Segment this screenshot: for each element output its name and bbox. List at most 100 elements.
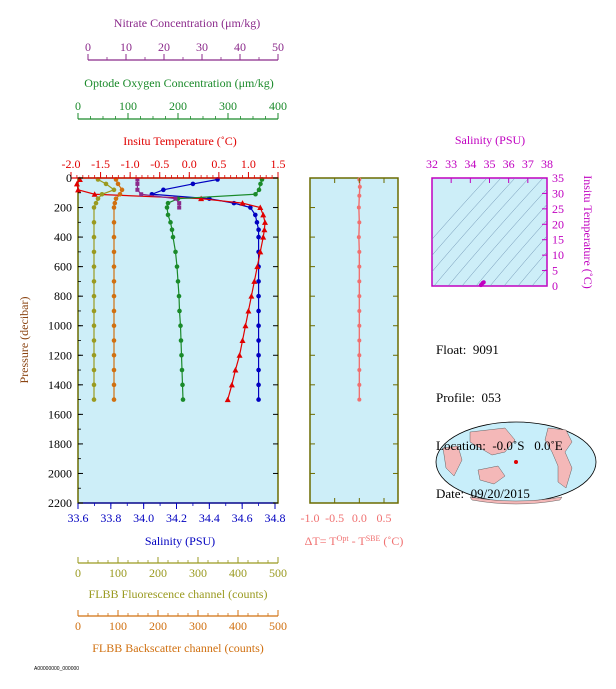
float-location-marker [514, 460, 518, 464]
pressure-tick-label: 1400 [48, 378, 72, 392]
oxygen-point [165, 200, 171, 206]
ts-temperature-tick-label: 5 [552, 264, 558, 278]
temperature-point [257, 248, 264, 255]
pressure-tick-label: 2000 [48, 466, 72, 480]
pressure-tick-label: 600 [54, 260, 72, 274]
delta-t-point [356, 205, 361, 210]
oxygen-point [258, 181, 263, 187]
oxygen-axis-tick-label: 100 [119, 99, 137, 113]
oxygen-point [176, 293, 182, 299]
temperature-point [75, 186, 82, 193]
temperature-axis-tick-label: -1.0 [121, 157, 140, 171]
nitrate-axis-tick-label: 20 [158, 40, 170, 54]
salinity-line [151, 178, 260, 400]
australia-landmass [477, 465, 506, 485]
backscatter-axis-tick-label: 100 [109, 619, 127, 633]
backscatter-axis-tick-label: 400 [229, 619, 247, 633]
fluorescence-point [91, 338, 97, 343]
ts-density-contours [432, 178, 547, 286]
temperature-point [251, 278, 258, 284]
backscatter-axis-title: FLBB Backscatter channel (counts) [92, 641, 264, 655]
fluorescence-point [103, 181, 109, 187]
ts-diagram-plot-area [432, 178, 547, 288]
world-map [435, 421, 597, 505]
nitrate-point [135, 177, 140, 182]
profile-panel [77, 177, 279, 504]
backscatter-axis-tick-label: 500 [269, 619, 287, 633]
fluorescence-axis: 0 100 200 300 400 500 [75, 557, 287, 580]
backscatter-point [112, 200, 118, 206]
delta-t-point [357, 279, 362, 284]
salinity-point [254, 220, 260, 225]
fluorescence-point [91, 367, 97, 373]
nitrate-axis-tick-label: 10 [120, 40, 132, 54]
ts-salinity-tick-label: 33 [445, 157, 457, 171]
nitrate-point [177, 201, 182, 206]
delta-t-point [357, 323, 362, 328]
delta-t-point [357, 220, 362, 225]
delta-t-point [357, 294, 362, 299]
oxygen-line [166, 179, 263, 400]
delta-t-point [357, 338, 362, 343]
oxygen-axis: 0 100 200 300 400 [75, 99, 287, 120]
delta-t-point [357, 264, 362, 269]
ts-point [478, 283, 483, 288]
delta-t-point [357, 368, 362, 373]
delta-t-point [356, 235, 361, 240]
pressure-tick-label: 800 [54, 289, 72, 303]
oxygen-point [179, 352, 184, 358]
oxygen-point [178, 338, 184, 343]
nitrate-point [135, 181, 140, 186]
ts-salinity-tick-label: 32 [426, 157, 438, 171]
salinity-point [256, 352, 261, 358]
pressure-tick-label: 1200 [48, 348, 72, 362]
temperature-axis: -2.0 -1.5 -1.0 -0.5 0.0 0.5 1.0 1.5 [62, 157, 286, 179]
temperature-point [254, 263, 261, 270]
oxygen-point [170, 234, 176, 240]
delta-t-axis-title: ΔT= TOpt - TSBE (˚C) [305, 534, 404, 549]
delta-t-tick-label: -1.0 [301, 511, 320, 525]
salinity-point [256, 397, 261, 402]
americas-landmass [544, 427, 573, 489]
oxygen-point [253, 191, 258, 197]
fluorescence-point [91, 293, 97, 299]
pressure-axis: 0 200 400 600 800 1000 1200 1400 1600 1800 2000 220… [17, 171, 278, 510]
salinity-axis-tick-label: 33.8 [100, 511, 121, 525]
ts-temperature-axis-title: Insitu Temperature (˚C) [581, 175, 595, 289]
oxygen-series [164, 177, 265, 402]
pressure-tick-label: 1600 [48, 407, 72, 421]
delta-t-point [357, 353, 362, 358]
ts-temperature-tick-label: 30 [552, 186, 564, 200]
salinity-axis-tick-label: 34.6 [232, 511, 253, 525]
fluorescence-point [91, 279, 97, 284]
temperature-point [260, 234, 267, 240]
axes-layer: 0 10 20 30 40 500 100 200 300 400-2.0 -1.5 -1.0 -0.5… [17, 16, 595, 655]
fluorescence-point [93, 200, 99, 206]
backscatter-point [111, 220, 117, 225]
antarctica-landmass [469, 496, 563, 505]
ts-temperature-tick-label: 10 [552, 248, 564, 262]
oxygen-axis-tick-label: 400 [269, 99, 287, 113]
backscatter-point [111, 234, 117, 240]
fluorescence-point [91, 249, 97, 255]
fluorescence-point [91, 308, 97, 314]
temperature-point [236, 352, 243, 358]
delta-t-point [357, 397, 362, 402]
delta-t-point [357, 193, 362, 198]
oxygen-point [164, 205, 170, 210]
footer-code: A00000000_000000 [34, 666, 80, 672]
salinity-point [256, 338, 261, 343]
fluorescence-axis-tick-label: 100 [109, 566, 127, 580]
oxygen-point [175, 279, 181, 284]
backscatter-point [111, 367, 117, 373]
ts-temperature-tick-label: 35 [552, 171, 564, 185]
nitrate-point [177, 205, 182, 210]
temperature-point [228, 381, 235, 388]
backscatter-point [117, 191, 123, 197]
pressure-tick-label: 1000 [48, 319, 72, 333]
temperature-point [242, 322, 249, 329]
temperature-point [260, 211, 267, 218]
salinity-point [256, 293, 261, 299]
salinity-point [256, 367, 261, 373]
